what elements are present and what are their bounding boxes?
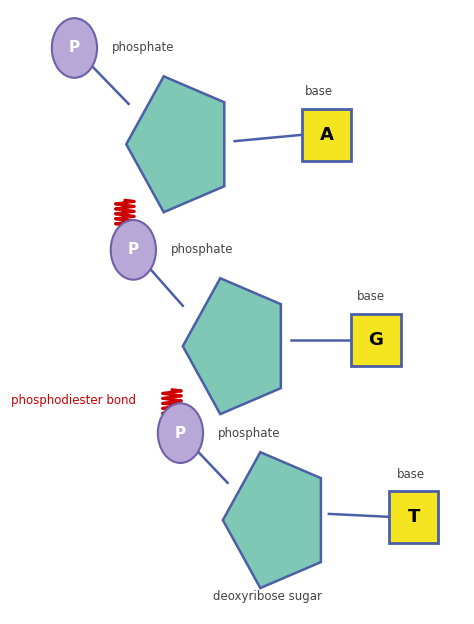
FancyBboxPatch shape	[389, 490, 438, 544]
Text: P: P	[128, 242, 139, 257]
FancyBboxPatch shape	[351, 313, 401, 366]
Text: base: base	[357, 290, 385, 303]
Circle shape	[111, 220, 156, 280]
Circle shape	[158, 403, 203, 463]
Text: P: P	[69, 41, 80, 56]
Text: base: base	[305, 85, 333, 98]
Circle shape	[52, 18, 97, 78]
Text: phosphate: phosphate	[218, 427, 281, 440]
Text: phosphate: phosphate	[112, 41, 174, 54]
Text: phosphate: phosphate	[171, 243, 234, 256]
Polygon shape	[223, 452, 321, 588]
Text: T: T	[408, 508, 420, 526]
Polygon shape	[126, 76, 224, 212]
FancyBboxPatch shape	[302, 109, 351, 162]
Text: base: base	[397, 468, 425, 481]
Text: phosphodiester bond: phosphodiester bond	[11, 394, 136, 407]
Text: G: G	[369, 331, 383, 349]
Text: P: P	[175, 426, 186, 441]
Text: deoxyribose sugar: deoxyribose sugar	[213, 590, 322, 603]
Text: A: A	[319, 126, 334, 144]
Polygon shape	[183, 278, 281, 414]
